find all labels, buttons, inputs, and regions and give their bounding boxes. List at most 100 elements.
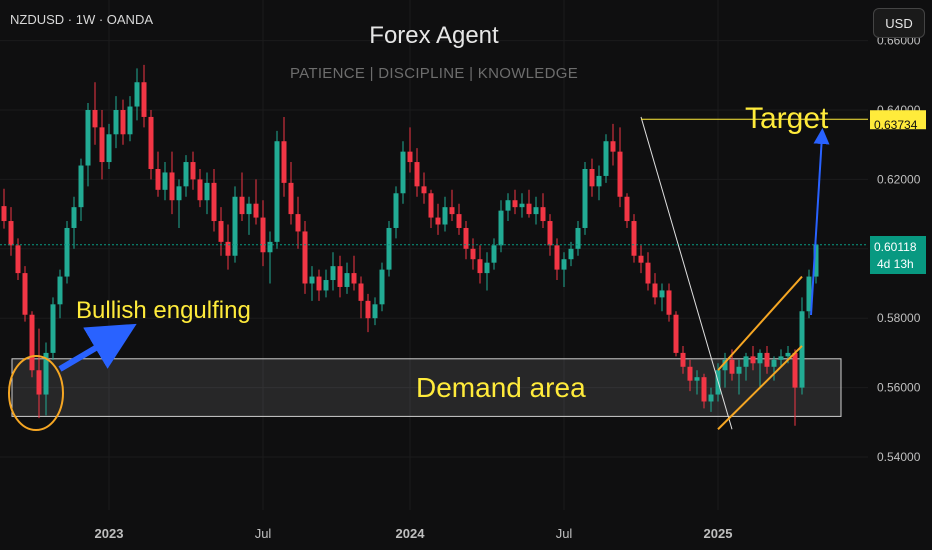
candle-body bbox=[365, 300, 371, 319]
candle-body bbox=[736, 366, 742, 374]
candle-body bbox=[638, 255, 644, 263]
candle-body bbox=[743, 356, 749, 367]
candle-body bbox=[806, 276, 812, 312]
candle-body bbox=[456, 214, 462, 228]
candle-body bbox=[274, 141, 280, 242]
candle-body bbox=[603, 141, 609, 176]
y-tick-label: 0.58000 bbox=[877, 311, 921, 325]
candle-body bbox=[190, 162, 196, 180]
candle-body bbox=[813, 244, 819, 277]
x-tick-label: 2024 bbox=[396, 526, 426, 541]
demand-area-label: Demand area bbox=[416, 372, 586, 403]
candle-body bbox=[218, 221, 224, 242]
chart-subtitle: PATIENCE | DISCIPLINE | KNOWLEDGE bbox=[289, 65, 579, 82]
candle-body bbox=[113, 110, 119, 135]
candle-body bbox=[78, 165, 84, 208]
bullish-engulfing-label: Bullish engulfing bbox=[76, 297, 251, 324]
candle-body bbox=[645, 262, 651, 284]
candle-body bbox=[127, 106, 133, 135]
candle-body bbox=[750, 356, 756, 364]
candle-body bbox=[477, 259, 483, 274]
channel-upper-line bbox=[717, 275, 803, 371]
candle-body bbox=[99, 127, 105, 163]
candle-body bbox=[64, 227, 70, 277]
candle-body bbox=[624, 196, 630, 222]
candle-body bbox=[561, 259, 567, 270]
candle-body bbox=[120, 110, 126, 135]
bullish-engulfing-circle bbox=[8, 355, 64, 431]
target-arrow bbox=[810, 128, 830, 316]
candle-body bbox=[484, 262, 490, 274]
candle-body bbox=[512, 200, 518, 208]
target-label: Target bbox=[745, 102, 829, 135]
candle-body bbox=[421, 186, 427, 194]
candle-body bbox=[470, 248, 476, 260]
candle-body bbox=[680, 352, 686, 367]
candle-body bbox=[631, 221, 637, 256]
candle-body bbox=[491, 245, 497, 263]
candle-body bbox=[498, 210, 504, 246]
candle-body bbox=[526, 203, 532, 215]
candle-body bbox=[260, 217, 266, 253]
candle-body bbox=[435, 217, 441, 225]
candle-body bbox=[43, 352, 49, 395]
candlestick-series bbox=[1, 64, 819, 426]
candle-body bbox=[211, 182, 217, 222]
candle-body bbox=[141, 82, 147, 117]
candle-body bbox=[239, 196, 245, 215]
candle-body bbox=[1, 206, 7, 222]
candle-body bbox=[148, 116, 154, 169]
candle-body bbox=[428, 193, 434, 218]
candle-body bbox=[281, 141, 287, 183]
candle-body bbox=[253, 203, 259, 218]
last-price-tag: 0.60118 4d 13h bbox=[870, 236, 926, 274]
candle-body bbox=[358, 283, 364, 301]
candle-body bbox=[176, 186, 182, 201]
candle-body bbox=[267, 241, 273, 253]
candle-body bbox=[372, 304, 378, 319]
candle-body bbox=[463, 227, 469, 249]
candle-body bbox=[596, 175, 602, 187]
y-tick-label: 0.56000 bbox=[877, 381, 921, 395]
candle-body bbox=[15, 245, 21, 274]
candle-body bbox=[666, 290, 672, 315]
candle-body bbox=[8, 221, 14, 246]
chart-title: Forex Agent bbox=[369, 22, 499, 49]
candle-body bbox=[785, 352, 791, 357]
candle-body bbox=[708, 394, 714, 402]
candle-body bbox=[659, 290, 665, 298]
candle-body bbox=[540, 207, 546, 222]
candle-body bbox=[400, 151, 406, 194]
candle-body bbox=[246, 203, 252, 215]
candle-body bbox=[29, 314, 35, 371]
x-tick-label: Jul bbox=[556, 526, 573, 541]
candle-body bbox=[554, 245, 560, 270]
candle-body bbox=[225, 241, 231, 256]
candle-body bbox=[771, 359, 777, 367]
svg-text:4d 13h: 4d 13h bbox=[877, 257, 914, 271]
candle-body bbox=[302, 231, 308, 284]
bullish-arrow bbox=[58, 323, 137, 372]
candle-body bbox=[547, 221, 553, 246]
x-tick-label: 2023 bbox=[95, 526, 124, 541]
candle-body bbox=[288, 182, 294, 215]
candle-body bbox=[386, 227, 392, 270]
currency-button[interactable]: USD bbox=[873, 8, 925, 38]
y-tick-label: 0.62000 bbox=[877, 172, 921, 186]
candle-body bbox=[85, 110, 91, 166]
candle-body bbox=[729, 359, 735, 374]
candle-body bbox=[316, 276, 322, 291]
candle-body bbox=[295, 214, 301, 232]
candle-body bbox=[757, 352, 763, 364]
candle-body bbox=[575, 227, 581, 249]
time-axis[interactable]: 2023 Jul 2024 Jul 2025 bbox=[95, 526, 733, 541]
downtrend-line bbox=[640, 116, 733, 430]
candle-body bbox=[169, 172, 175, 201]
candle-body bbox=[197, 179, 203, 201]
candle-body bbox=[323, 280, 329, 291]
y-tick-label: 0.54000 bbox=[877, 450, 921, 464]
candle-body bbox=[442, 207, 448, 225]
candle-body bbox=[610, 141, 616, 152]
candle-body bbox=[22, 273, 28, 315]
